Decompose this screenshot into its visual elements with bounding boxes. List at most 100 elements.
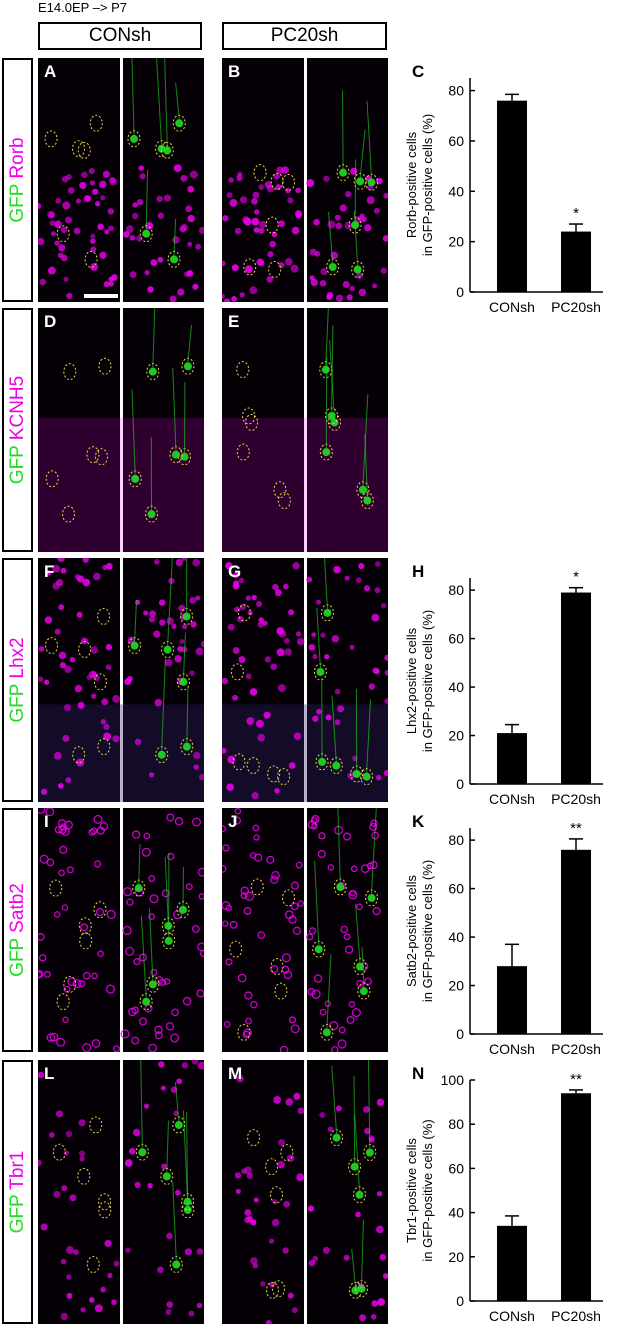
nucleus [92,572,101,581]
nucleus [145,221,154,230]
nucleus [148,1043,158,1052]
group-label: PC20sh [270,25,339,46]
nucleus [234,808,242,815]
nucleus [126,898,134,906]
nucleus [240,892,248,900]
nucleus [198,893,204,900]
nucleus [38,676,44,682]
nucleus [138,165,144,171]
nucleus [329,1021,339,1031]
nucleus [374,561,381,567]
nucleus [69,1194,77,1202]
bar [497,1225,527,1301]
gfp-process [172,367,177,451]
y-tick-label: 20 [448,1249,464,1265]
nucleus [173,164,182,173]
chart-letter-n: N [412,1064,425,1083]
y-tick-label: 60 [448,133,464,149]
y-axis-label: Lhx2-positive cells [404,627,419,734]
nucleus [257,931,266,940]
nucleus [64,665,72,673]
nucleus [82,971,91,980]
nucleus [255,719,264,728]
nucleus [159,619,166,626]
gfp-process [164,58,168,147]
nucleus [234,1172,242,1179]
nucleus [327,220,336,229]
nucleus [38,1071,45,1079]
nucleus [240,196,248,204]
nucleus [307,987,316,996]
nucleus [257,621,264,628]
nucleus [90,827,98,835]
nucleus [266,855,275,864]
nucleus [139,173,146,180]
nucleus [333,565,341,574]
nucleus [284,648,292,656]
nucleus [372,667,379,674]
panel-label: A [44,62,57,81]
nucleus [82,578,91,587]
nucleus [382,1273,388,1279]
marker-label: KCNH5 [6,375,28,441]
nucleus [331,1046,339,1052]
nucleus [61,175,69,183]
marked-cell-circle [250,878,264,896]
micrograph-panel-i: I [38,808,204,1052]
nucleus [273,1095,282,1104]
nucleus [63,276,69,282]
gfp-process [355,903,361,963]
gfp-cell [129,134,138,143]
nucleus [61,904,69,911]
nucleus [238,656,246,664]
nucleus [138,1017,148,1026]
marked-cell-circle [79,932,93,950]
nucleus [108,225,114,232]
gfp-cell [171,450,180,459]
nucleus [356,979,364,988]
x-category-label: PC20sh [551,791,601,807]
nucleus [81,171,88,179]
nucleus [127,675,133,682]
gfp-cell [356,962,365,971]
nucleus [232,582,240,590]
marked-cell-circle [243,258,257,276]
nucleus [158,599,166,606]
nucleus [251,792,259,800]
nucleus [270,875,279,884]
gfp-cell [356,177,365,186]
y-tick-label: 60 [448,631,464,647]
nucleus [349,644,355,650]
nucleus [54,628,61,635]
subpanel-divider [304,58,307,302]
nucleus [40,1223,48,1231]
nucleus [131,1036,140,1045]
nucleus [148,875,156,882]
bar [497,100,527,292]
nucleus [102,170,110,178]
nucleus [80,923,89,932]
nucleus [297,900,305,907]
y-tick-label: 20 [448,978,464,994]
y-axis-label: in GFP-positive cells (%) [420,860,435,1002]
micrograph-texture [222,58,388,302]
nucleus [226,783,235,792]
nucleus [128,1007,137,1017]
nucleus [46,1033,56,1042]
nucleus [154,1025,163,1034]
marked-cell-circle [97,607,111,625]
nucleus [157,212,165,219]
nucleus [277,1160,285,1169]
nucleus [60,567,67,574]
panel-label: G [228,562,242,581]
nucleus [295,212,302,219]
chart-letter-h: H [412,562,425,581]
nucleus [346,1016,355,1024]
nucleus [356,272,363,279]
panel-label: B [228,62,241,81]
gfp-process [331,695,337,762]
nucleus [285,257,293,266]
gfp-cell [316,667,325,676]
nucleus [245,595,251,601]
nucleus [306,576,313,583]
